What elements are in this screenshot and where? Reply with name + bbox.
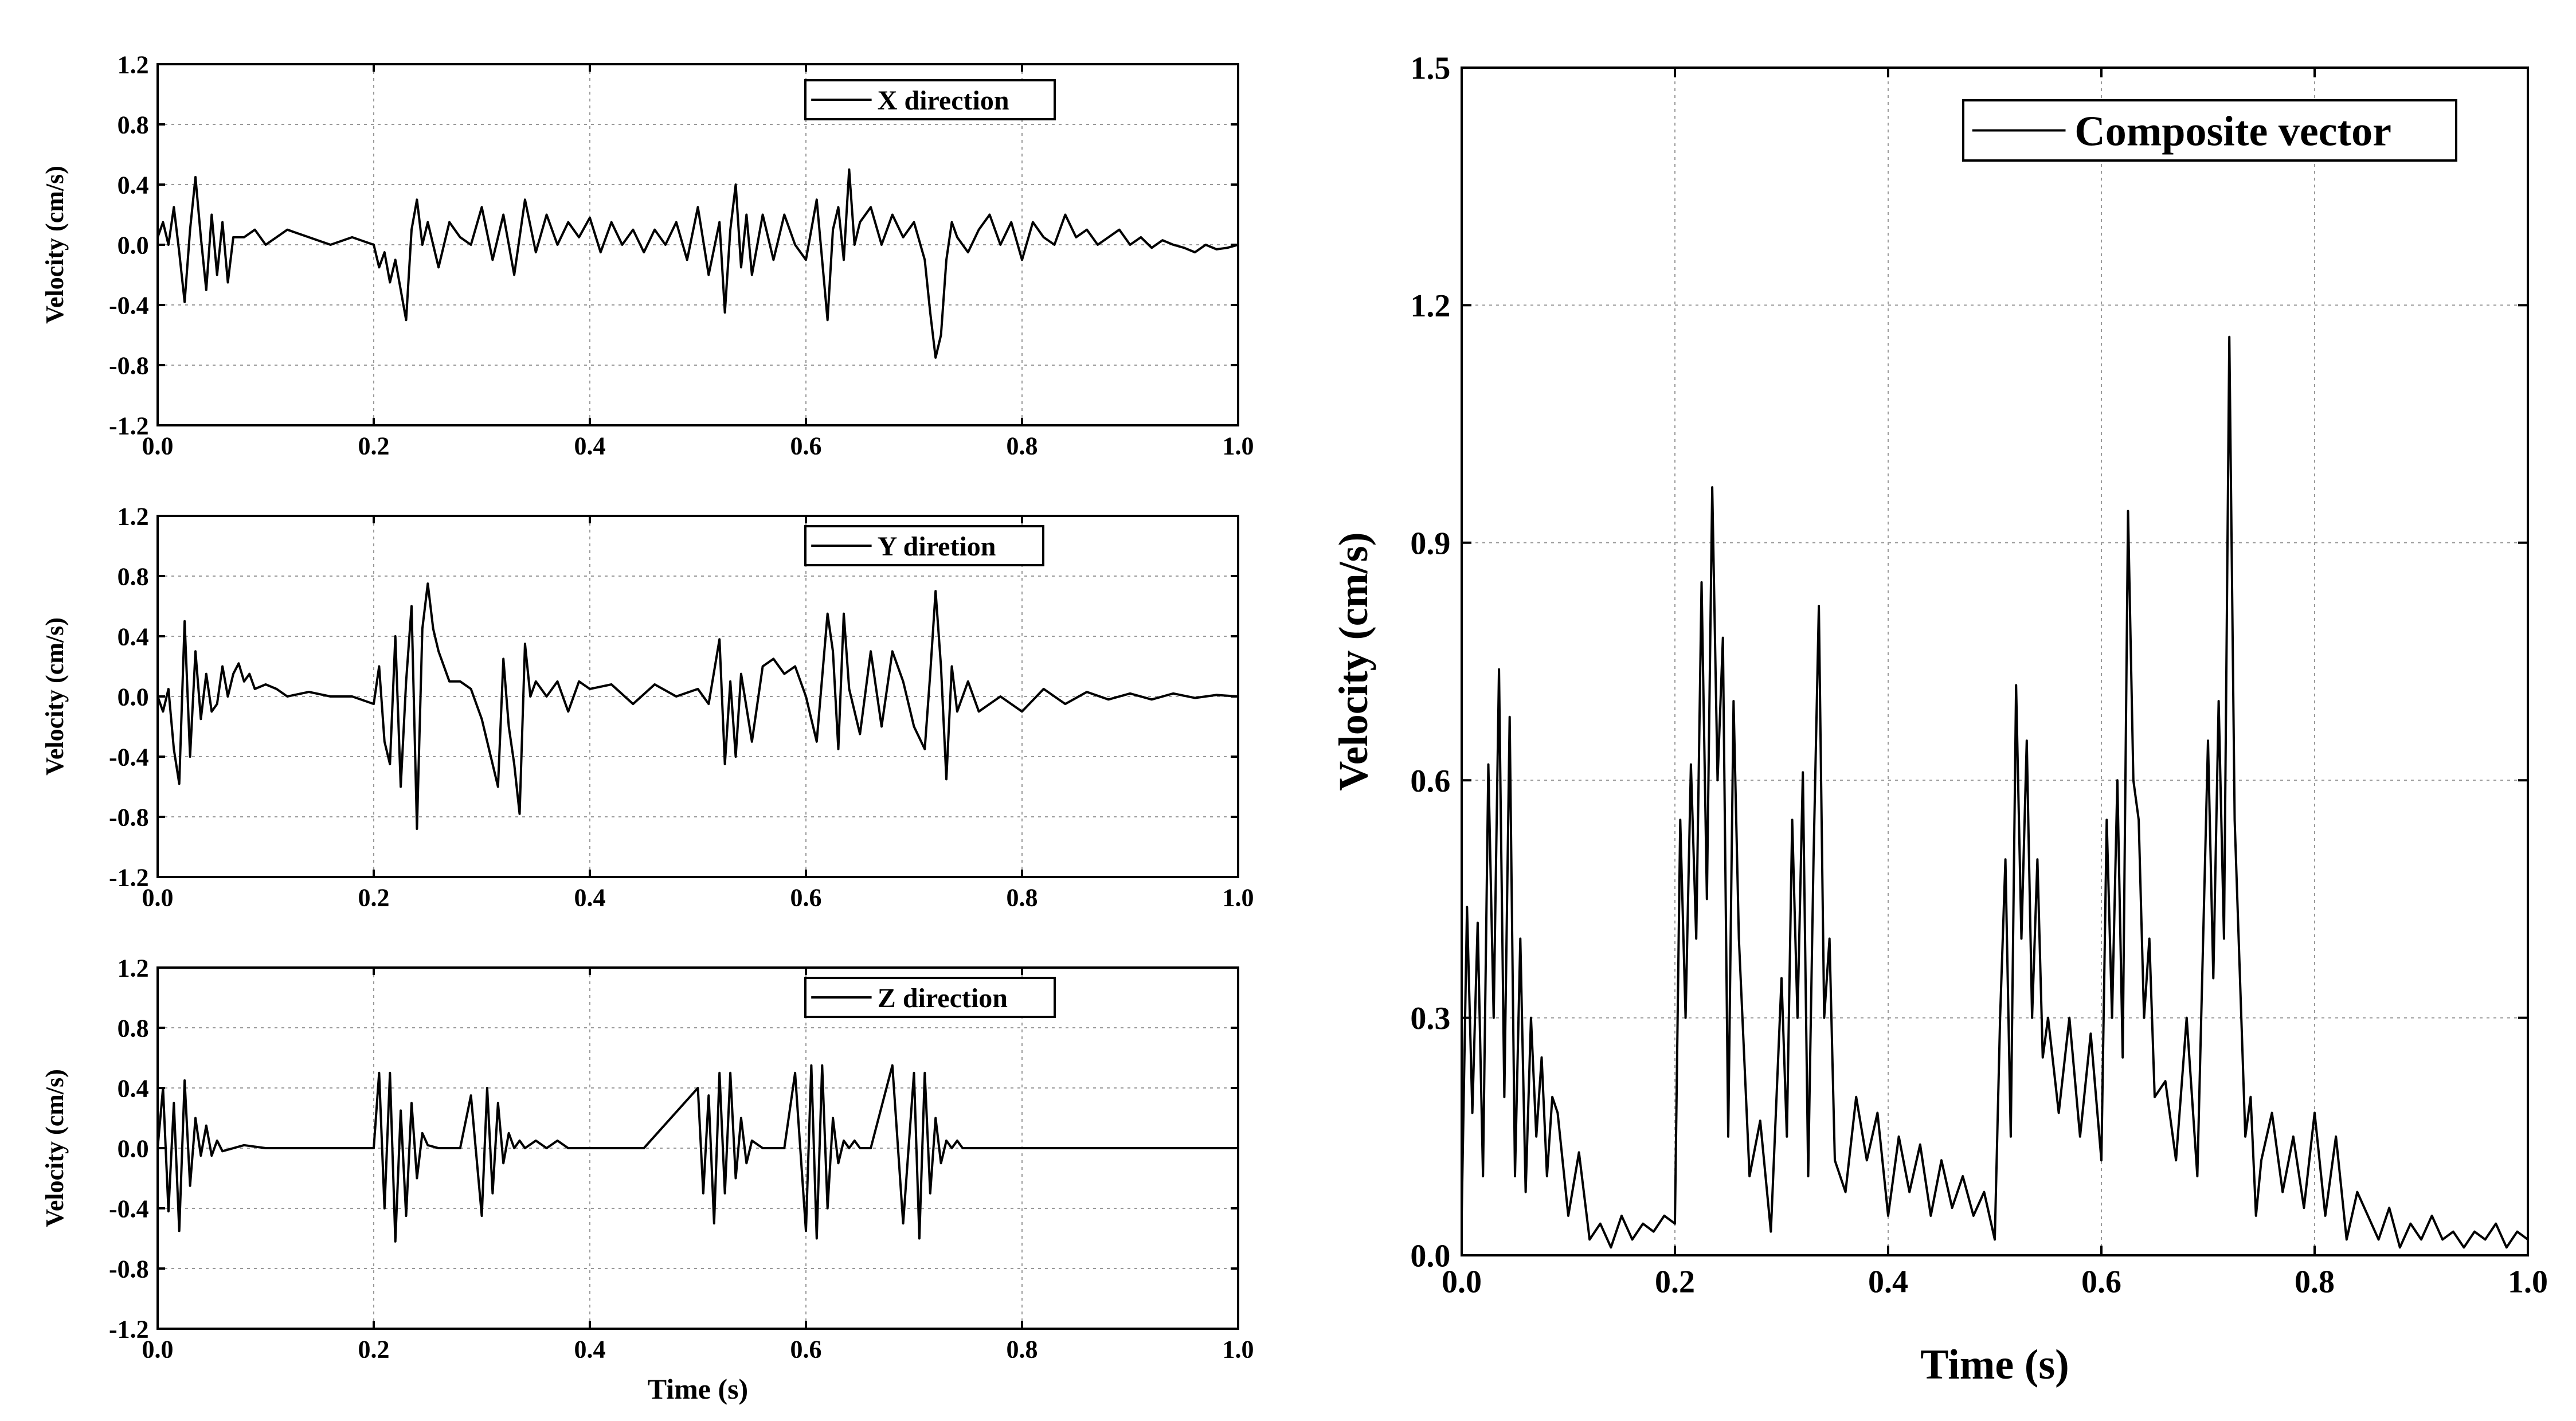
y-tick-label: 0.4 [118, 623, 149, 651]
chart-composite: 0.0 0.2 0.4 0.6 0.8 1.0 0.0 0.3 0.6 0.9 1.2 1.5 Velo… [1330, 51, 2548, 1388]
x-tick-label: 0.4 [574, 1336, 606, 1364]
x-tick-label: 0.8 [1007, 884, 1038, 912]
legend: X direction [804, 79, 1056, 120]
legend: Y diretion [804, 525, 1044, 566]
x-axis-label: Time (s) [1920, 1341, 2069, 1388]
y-tick-label: 0.8 [118, 1014, 149, 1042]
y-tick-label: 1.5 [1410, 51, 1450, 87]
x-tick-label: 0.0 [142, 1336, 174, 1364]
y-tick-label: 1.2 [118, 954, 149, 982]
y-tick-label: -0.4 [109, 743, 149, 771]
chart-y: 0.0 0.2 0.4 0.6 0.8 1.0 -1.2 -0.8 -0.4 0.0 0.4 0.8 1… [41, 502, 1254, 911]
legend: Z direction [804, 977, 1056, 1018]
x-tick-label: 0.0 [142, 432, 174, 460]
x-tick-label: 0.4 [574, 432, 606, 460]
y-axis-label: Velocity (cm/s) [1330, 532, 1376, 790]
y-tick-label: -0.4 [109, 1195, 149, 1223]
y-tick-label: 0.4 [118, 171, 149, 199]
x-tick-label: 0.2 [358, 1336, 390, 1364]
legend: Composite vector [1962, 99, 2457, 162]
y-tick-label: 0.8 [118, 562, 149, 590]
y-tick-label: -1.2 [109, 412, 149, 440]
y-tick-label: 1.2 [118, 50, 149, 79]
legend-label: X direction [878, 85, 1009, 116]
x-tick-label: 0.8 [2295, 1264, 2335, 1299]
x-tick-label: 0.6 [790, 1336, 822, 1364]
x-tick-label: 0.4 [1868, 1264, 1908, 1299]
x-tick-label: 1.0 [1223, 432, 1254, 460]
y-tick-label: 0.0 [118, 1134, 149, 1162]
legend-label: Z direction [878, 983, 1008, 1013]
y-axis-label: Velocity (cm/s) [41, 166, 69, 324]
x-tick-label: 0.8 [1007, 1336, 1038, 1364]
y-tick-label: 0.0 [118, 231, 149, 259]
y-tick-label: -0.8 [109, 1255, 149, 1283]
y-tick-label: -0.4 [109, 291, 149, 319]
y-tick-label: -1.2 [109, 1315, 149, 1343]
y-tick-label: 0.8 [118, 111, 149, 139]
x-axis-label: Time (s) [648, 1373, 748, 1405]
series-line-z [156, 1064, 1238, 1243]
y-tick-label: 0.9 [1410, 526, 1450, 561]
y-tick-label: -0.8 [109, 351, 149, 379]
series-line-composite [1461, 335, 2529, 1249]
x-tick-label: 0.2 [358, 432, 390, 460]
x-tick-label: 0.2 [358, 884, 390, 912]
y-tick-label: -1.2 [109, 863, 149, 891]
x-tick-label: 0.6 [2081, 1264, 2121, 1299]
legend-label: Composite vector [2074, 108, 2391, 155]
y-tick-label: -0.8 [109, 803, 149, 831]
x-tick-label: 0.0 [1442, 1264, 1482, 1299]
chart-x: 0.0 0.2 0.4 0.6 0.8 1.0 -1.2 -0.8 -0.4 0.0 0.4 0.8 1… [41, 50, 1254, 460]
plot-frame [1461, 66, 2529, 1256]
y-tick-label: 0.0 [118, 683, 149, 711]
y-axis-label: Velocity (cm/s) [41, 1069, 69, 1227]
y-axis-label: Velocity (cm/s) [41, 617, 69, 776]
y-tick-label: 1.2 [1410, 288, 1450, 324]
x-tick-label: 0.2 [1655, 1264, 1695, 1299]
x-tick-label: 0.6 [790, 432, 822, 460]
x-tick-label: 0.8 [1007, 432, 1038, 460]
y-tick-label: 0.6 [1410, 764, 1450, 799]
y-tick-label: 1.2 [118, 502, 149, 530]
chart-z: 0.0 0.2 0.4 0.6 0.8 1.0 -1.2 -0.8 -0.4 0.0 0.4 0.8 1… [41, 954, 1254, 1405]
series-line-y [156, 582, 1239, 830]
y-tick-label: 0.4 [118, 1074, 149, 1102]
series-line-x [156, 168, 1239, 359]
x-tick-label: 0.6 [790, 884, 822, 912]
legend-label: Y diretion [878, 531, 996, 562]
x-tick-label: 1.0 [2508, 1264, 2548, 1299]
x-tick-label: 1.0 [1223, 884, 1254, 912]
x-tick-label: 0.4 [574, 884, 606, 912]
x-tick-label: 0.0 [142, 884, 174, 912]
x-tick-label: 1.0 [1223, 1336, 1254, 1364]
y-tick-label: 0.3 [1410, 1001, 1450, 1036]
y-tick-label: 0.0 [1410, 1239, 1450, 1274]
